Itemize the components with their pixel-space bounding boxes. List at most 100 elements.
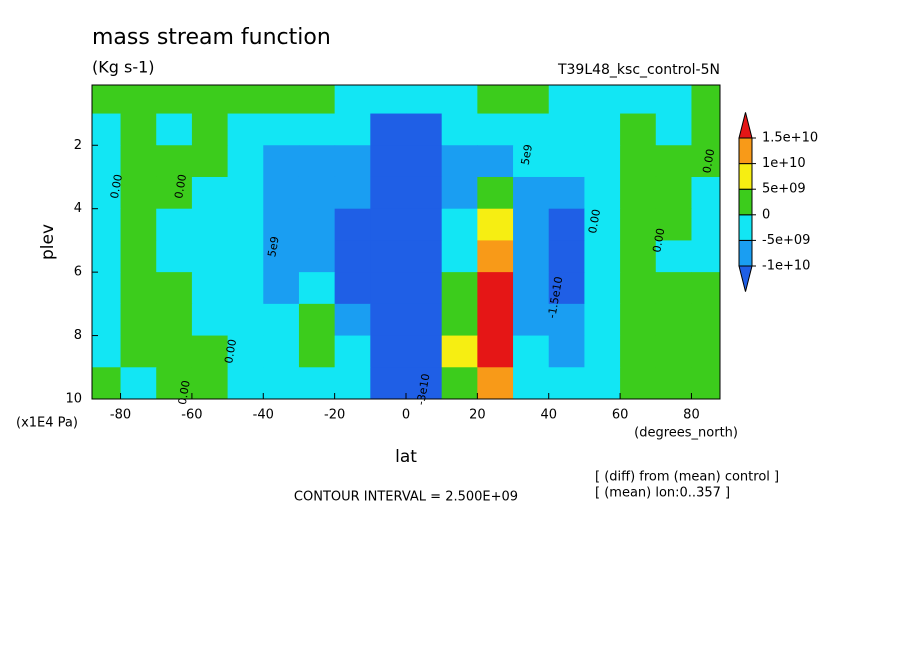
contour-cell — [584, 113, 621, 146]
contour-cell — [584, 176, 621, 210]
x-tick-label: -40 — [253, 408, 274, 423]
contour-cell — [513, 85, 550, 115]
contour-cell — [334, 176, 371, 210]
contour-cell — [548, 145, 585, 178]
contour-cell — [298, 272, 336, 305]
contour-cell — [584, 272, 621, 305]
contour-cell — [191, 113, 229, 146]
contour-cell — [655, 272, 692, 305]
contour-cell — [263, 145, 300, 178]
contour-cell — [584, 240, 621, 273]
contour-cell — [92, 85, 122, 115]
contour-cell — [370, 335, 407, 368]
contour-cell — [655, 113, 692, 146]
contour-cell — [584, 208, 621, 241]
note: [ (diff) from (mean) control ] — [595, 470, 779, 485]
contour-cell — [655, 145, 692, 178]
contour-cell — [92, 240, 122, 273]
contour-cell — [120, 335, 157, 368]
x-tick-label: -60 — [181, 408, 202, 423]
contour-cell — [548, 240, 585, 273]
contour-cell — [406, 85, 443, 115]
contour-cell — [298, 335, 336, 368]
contour-cell — [691, 240, 720, 273]
contour-cell — [655, 303, 692, 337]
contour-cell — [92, 176, 122, 210]
contour-cell — [691, 85, 720, 115]
contour-cell — [298, 208, 336, 241]
contour-cell — [370, 272, 407, 305]
contour-cell — [263, 176, 300, 210]
contour-cell — [334, 208, 371, 241]
x-tick-label: 40 — [540, 408, 557, 423]
contour-cell — [92, 335, 122, 368]
contour-cell — [92, 113, 122, 146]
contour-cell — [227, 113, 264, 146]
contour-cell — [513, 176, 550, 210]
contour-cell — [513, 208, 550, 241]
contour-cell — [441, 303, 478, 337]
contour-cell — [334, 85, 371, 115]
contour-cell — [156, 176, 193, 210]
contour-cell — [156, 272, 193, 305]
contour-label: 0.00 — [586, 208, 603, 234]
contour-cell — [691, 303, 720, 337]
contour-cell — [548, 303, 585, 337]
note: [ (mean) lon:0..357 ] — [595, 486, 730, 501]
contour-cell — [298, 176, 336, 210]
x-tick-label: -20 — [324, 408, 345, 423]
contour-cell — [298, 303, 336, 337]
contour-cell — [477, 272, 514, 305]
contour-cell — [334, 240, 371, 273]
contour-cell — [263, 113, 300, 146]
contour-label: 0.00 — [222, 338, 239, 364]
contour-cell — [513, 113, 550, 146]
contour-cell — [691, 145, 720, 178]
contour-cell — [441, 85, 478, 115]
contour-cell — [513, 145, 550, 178]
contour-label: -3e10 — [414, 373, 432, 407]
contour-cell — [441, 113, 478, 146]
contour-cell — [691, 113, 720, 146]
contour-cell — [191, 176, 229, 210]
contour-cell — [120, 240, 157, 273]
colorbar-label: 0 — [762, 207, 770, 222]
contour-cell — [263, 208, 300, 241]
contour-cell — [691, 367, 720, 399]
contour-field — [92, 85, 720, 399]
contour-cell — [655, 208, 692, 241]
contour-label: 0.00 — [176, 379, 193, 405]
contour-cell — [548, 367, 585, 399]
contour-cell — [370, 367, 407, 399]
contour-cell — [548, 113, 585, 146]
contour-cell — [156, 145, 193, 178]
contour-cell — [92, 303, 122, 337]
contour-cell — [477, 113, 514, 146]
contour-cell — [441, 176, 478, 210]
contour-cell — [655, 367, 692, 399]
contour-cell — [156, 335, 193, 368]
contour-cell — [263, 85, 300, 115]
contour-cell — [477, 85, 514, 115]
contour-cell — [406, 303, 443, 337]
contour-cell — [477, 335, 514, 368]
contour-cell — [334, 303, 371, 337]
contour-cell — [370, 208, 407, 241]
contour-cell — [441, 367, 478, 399]
contour-cell — [92, 208, 122, 241]
contour-cell — [120, 145, 157, 178]
contour-cell — [298, 85, 336, 115]
contour-cell — [548, 272, 585, 305]
contour-cell — [477, 176, 514, 210]
colorbar-label: 1e+10 — [762, 156, 806, 171]
contour-cell — [584, 335, 621, 368]
contour-cell — [620, 85, 657, 115]
contour-cell — [191, 145, 229, 178]
y-tick-label: 4 — [74, 201, 82, 216]
contour-cell — [298, 240, 336, 273]
contour-cell — [655, 176, 692, 210]
y-tick-label: 8 — [74, 328, 82, 343]
contour-cell — [584, 85, 621, 115]
x-tick-label: 60 — [612, 408, 629, 423]
chart-subtitle: (Kg s-1) — [92, 58, 155, 77]
